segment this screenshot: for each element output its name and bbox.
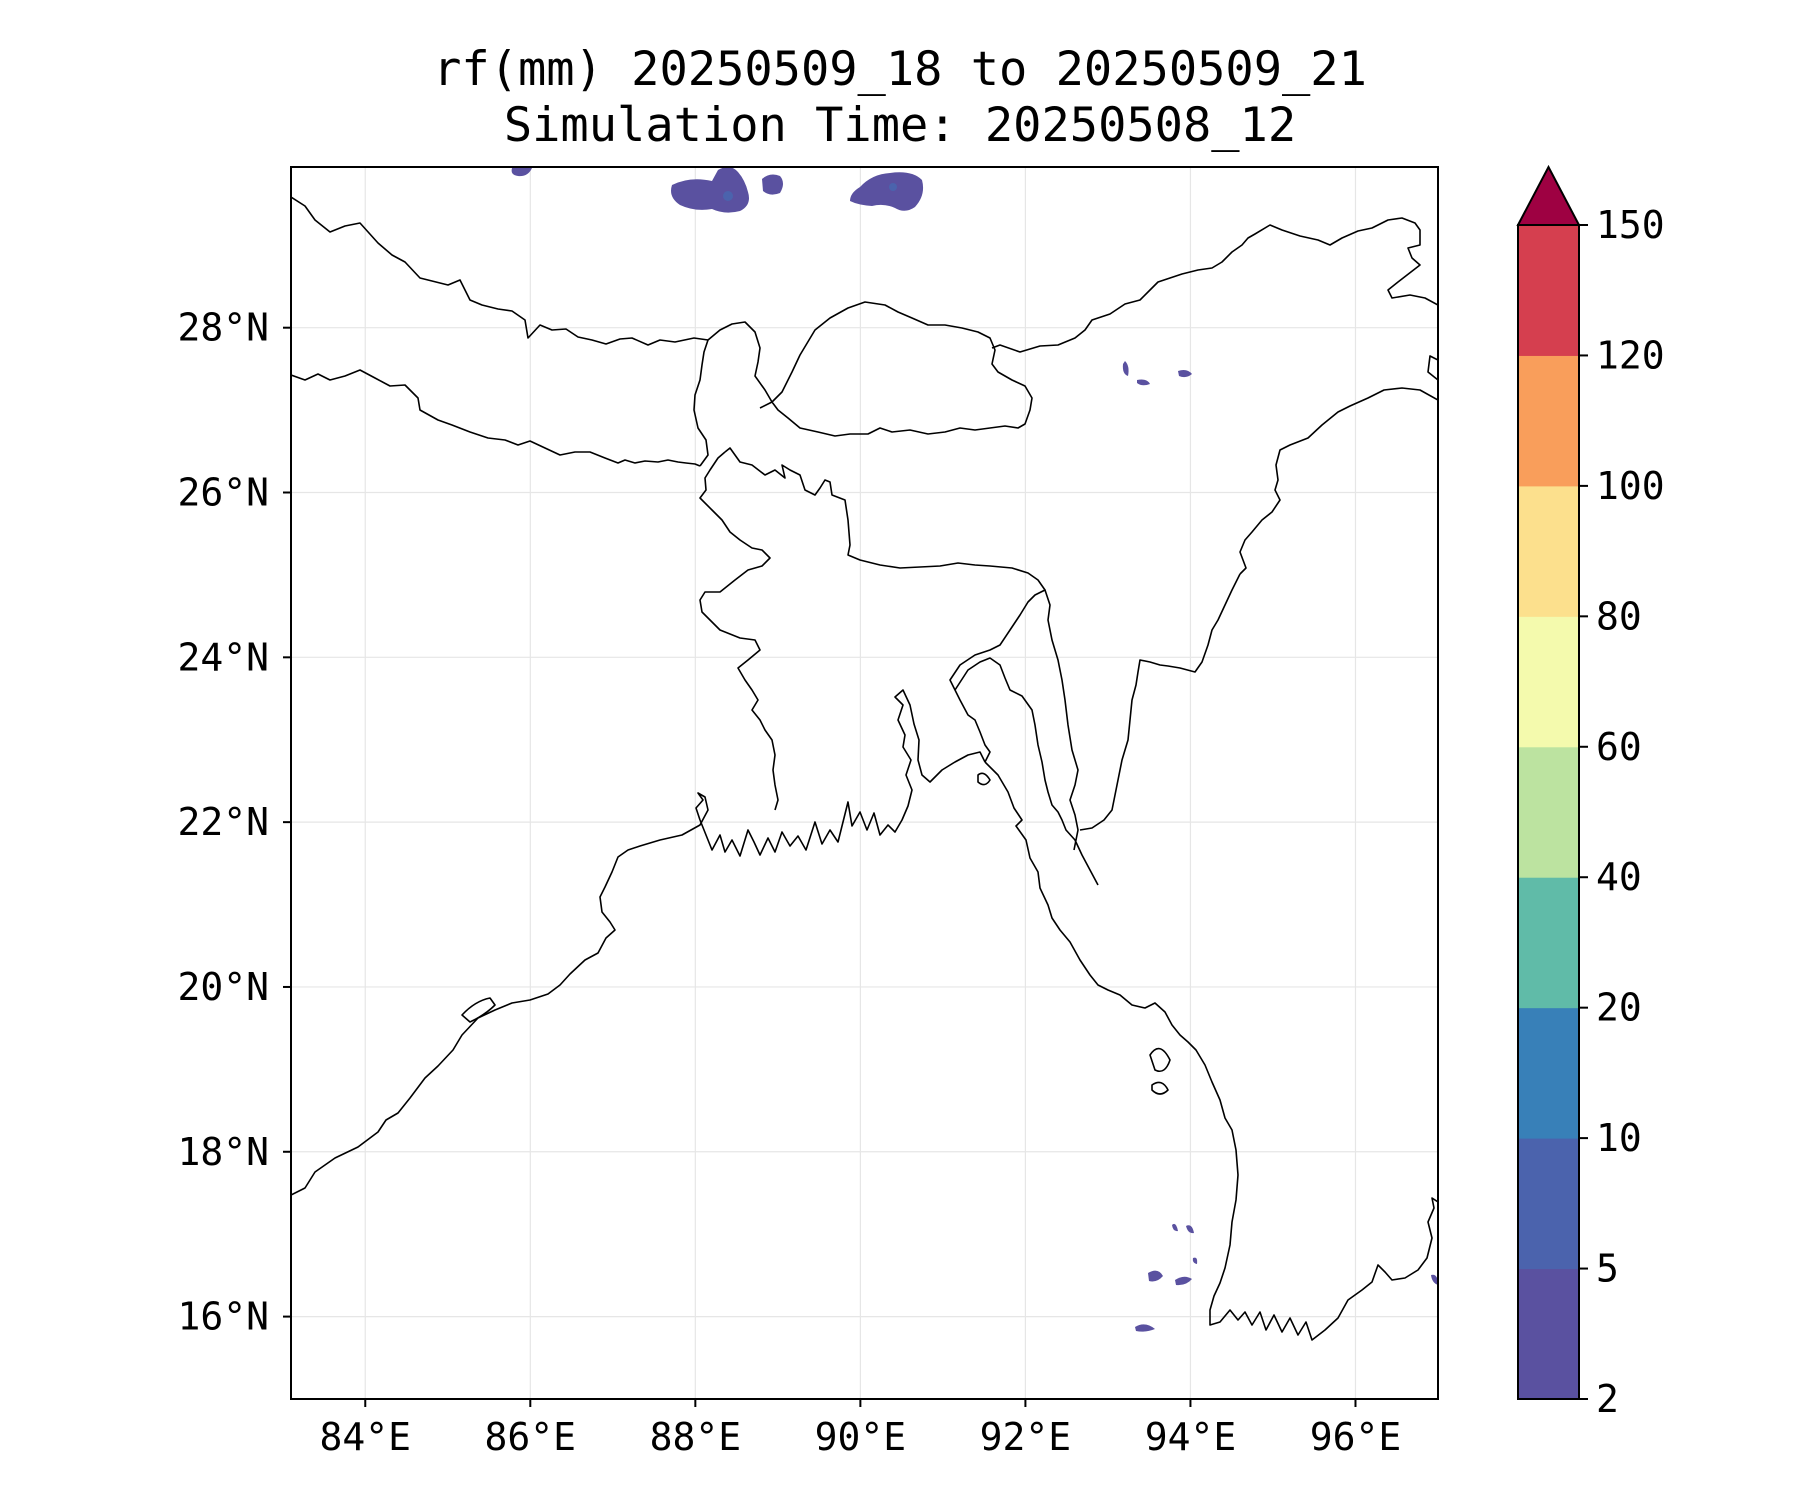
- colorbar-bin-5-10: [1518, 1138, 1579, 1270]
- colorbar-tick-label: 120: [1596, 333, 1665, 377]
- colorbar-tick-label: 2: [1596, 1377, 1619, 1421]
- colorbar-tick-label: 5: [1596, 1247, 1619, 1291]
- chilika-lake: [461, 997, 496, 1023]
- title-line-1: rf(mm) 20250509_18 to 20250509_21: [433, 42, 1367, 97]
- siliguri-corridor: [693, 339, 709, 467]
- arunachal-east-border: [1427, 355, 1438, 381]
- lat-tick-label: 16°N: [177, 1295, 269, 1339]
- rain-patch-myanmar-b: [1175, 1276, 1192, 1286]
- gridlines: [291, 167, 1438, 1399]
- rain-patch-tibet-a2: [762, 174, 783, 195]
- colorbar-bin-60-80: [1518, 616, 1579, 748]
- colorbar-bin-120-150: [1518, 225, 1579, 356]
- colorbar-tick-label: 20: [1596, 986, 1642, 1030]
- map-axes: 84°E 86°E 88°E 90°E 92°E 94°E 96°E 16°N 18°N 20°N…: [177, 306, 1401, 1459]
- lat-tick-label: 28°N: [177, 306, 269, 350]
- lon-tick-label: 96°E: [1310, 1415, 1402, 1459]
- colorbar-tick-label: 10: [1596, 1116, 1642, 1160]
- colorbar-bin-20-40: [1518, 877, 1579, 1009]
- colorbar-bin-40-60: [1518, 746, 1579, 878]
- lon-tick-label: 88°E: [650, 1415, 742, 1459]
- colorbar-tick-label: 40: [1596, 855, 1642, 899]
- bangladesh-west-border: [699, 451, 779, 811]
- island-a: [1149, 1047, 1171, 1073]
- rain-patch-myanmar-a: [1148, 1270, 1163, 1282]
- lat-tick-label: 24°N: [177, 635, 269, 679]
- title-line-2: Simulation Time: 20250508_12: [503, 98, 1297, 153]
- rain-patch-myanmar-f: [1192, 1257, 1198, 1264]
- lon-tick-label: 86°E: [485, 1415, 577, 1459]
- colorbar-bin-80-100: [1518, 485, 1579, 617]
- colorbar: 2 5 10 20 40 60 80 100 120 150: [1516, 164, 1665, 1421]
- arunachal-china-border: [991, 217, 1438, 353]
- colorbar-frame: [1517, 224, 1580, 1400]
- rain-layer: [511, 167, 1438, 1332]
- arunachal-assam-border: [1239, 387, 1438, 575]
- island-b: [1151, 1081, 1169, 1095]
- colorbar-extend-max: [1516, 164, 1581, 226]
- india-east-coastline: [291, 792, 709, 1196]
- lon-tick-label: 92°E: [980, 1415, 1072, 1459]
- rain-patch-arunachal-a: [1122, 361, 1129, 376]
- coastlines-borders: [291, 196, 1438, 1341]
- bhutan-outline: [771, 301, 1033, 437]
- lat-tick-label: 18°N: [177, 1130, 269, 1174]
- nepal-china-border: [291, 196, 709, 346]
- colorbar-bin-10-20: [1518, 1007, 1579, 1139]
- sikkim-outline: [707, 321, 773, 409]
- bangladesh-outline: [724, 447, 1046, 763]
- colorbar-tick-label: 100: [1596, 464, 1665, 508]
- island-c: [977, 772, 991, 786]
- sundarbans-coastline: [699, 689, 986, 857]
- rain-patch-arunachal-c: [1178, 370, 1192, 378]
- lat-tick-label: 26°N: [177, 471, 269, 515]
- rain-patch-myanmar-g: [1431, 1274, 1438, 1285]
- colorbar-tick-label: 60: [1596, 725, 1642, 769]
- lat-tick-label: 20°N: [177, 965, 269, 1009]
- rain-patch-tibet-b: [850, 172, 924, 211]
- lat-tick-label: 22°N: [177, 800, 269, 844]
- colorbar-tick-label: 80: [1596, 594, 1642, 638]
- rain-patch-tibet-c: [511, 168, 532, 177]
- lon-tick-label: 94°E: [1145, 1415, 1237, 1459]
- rain-patch-center-marks: [723, 183, 897, 201]
- myanmar-india-border: [1079, 573, 1241, 831]
- tripura-border: [954, 657, 1099, 886]
- lon-tick-label: 90°E: [815, 1415, 907, 1459]
- rain-patch-tibet-a: [671, 167, 749, 213]
- rain-patch-myanmar-c: [1172, 1223, 1178, 1232]
- map-frame: [290, 166, 1439, 1400]
- colorbar-bin-100-120: [1518, 355, 1579, 487]
- colorbar-bin-2-5: [1518, 1268, 1579, 1400]
- mizoram-border: [1044, 589, 1079, 851]
- rain-patch-arunachal-b: [1137, 379, 1150, 386]
- colorbar-tick-label: 150: [1596, 203, 1665, 247]
- myanmar-coastline: [984, 761, 1438, 1341]
- nepal-india-border: [291, 369, 701, 467]
- lon-tick-label: 84°E: [320, 1415, 412, 1459]
- rain-patch-myanmar-e: [1135, 1324, 1155, 1332]
- rain-patch-myanmar-d: [1186, 1225, 1194, 1234]
